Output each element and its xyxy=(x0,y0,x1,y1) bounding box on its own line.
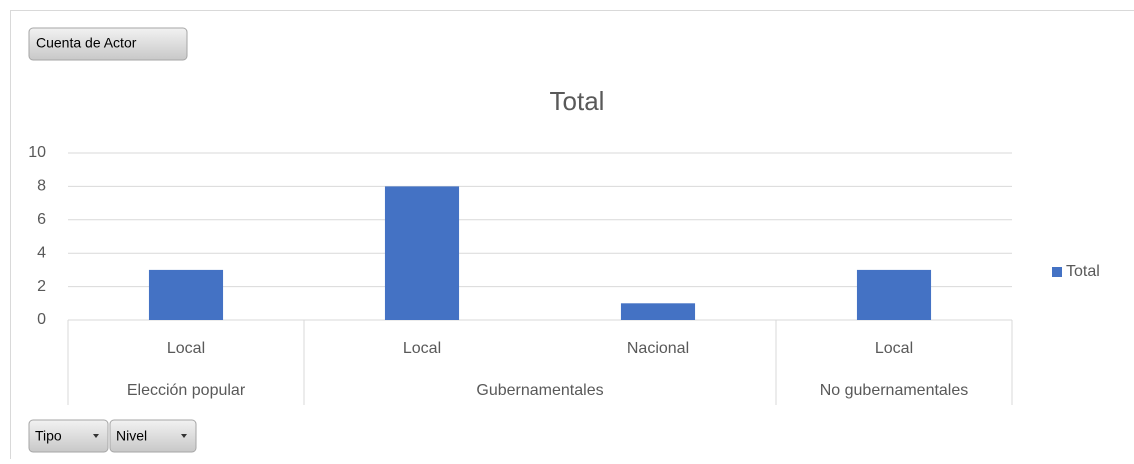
y-tick-label: 0 xyxy=(37,311,46,328)
bar xyxy=(385,186,459,320)
y-tick-label: 10 xyxy=(28,144,46,161)
legend-label: Total xyxy=(1066,263,1100,280)
value-field-button[interactable]: Cuenta de Actor xyxy=(29,28,187,60)
group-label: Elección popular xyxy=(127,382,246,399)
y-tick-label: 4 xyxy=(37,244,46,261)
x-tick-label: Local xyxy=(403,340,441,357)
y-tick-label: 8 xyxy=(37,178,46,195)
button-label: Cuenta de Actor xyxy=(36,35,137,51)
group-label: No gubernamentales xyxy=(820,382,969,399)
legend-swatch xyxy=(1052,267,1062,277)
axis-field-button[interactable]: Tipo xyxy=(29,420,108,452)
bar xyxy=(621,303,695,320)
bar xyxy=(149,270,223,320)
group-label: Gubernamentales xyxy=(476,382,603,399)
x-tick-label: Local xyxy=(875,340,913,357)
button-label: Tipo xyxy=(35,428,62,444)
button-label: Nivel xyxy=(116,428,147,444)
y-tick-label: 2 xyxy=(37,278,46,295)
bar xyxy=(857,270,931,320)
y-tick-label: 6 xyxy=(37,211,46,228)
x-tick-label: Local xyxy=(167,340,205,357)
chart-title: Total xyxy=(550,86,605,116)
axis-field-button[interactable]: Nivel xyxy=(110,420,196,452)
x-tick-label: Nacional xyxy=(627,340,689,357)
